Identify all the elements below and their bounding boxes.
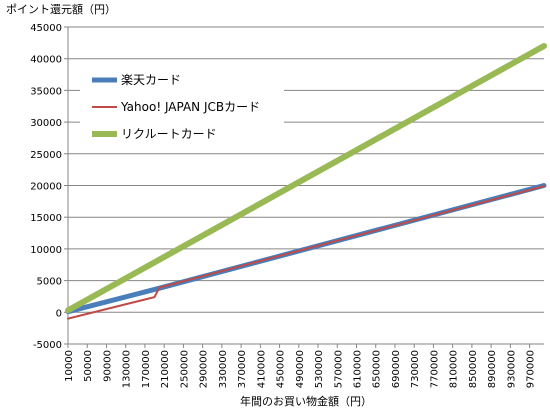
x-tick-label: 730000 — [410, 350, 421, 388]
y-tick-label: 45000 — [30, 23, 62, 34]
series-lines — [65, 43, 547, 320]
y-tick-label: 30000 — [30, 118, 62, 129]
y-tick-label: 40000 — [30, 55, 62, 66]
y-tick-label: 15000 — [30, 213, 62, 224]
x-tick-label: 250000 — [179, 350, 190, 388]
y-tick-label: 0 — [56, 308, 62, 319]
x-tick-label: 130000 — [122, 350, 133, 388]
x-tick-label: 90000 — [102, 350, 113, 382]
x-tick-label: 850000 — [468, 350, 479, 388]
y-tick-label: 25000 — [30, 150, 62, 161]
y-tick-label: 35000 — [30, 86, 62, 97]
y-tick-label: 5000 — [37, 277, 62, 288]
x-tick-label: 810000 — [449, 350, 460, 388]
y-tick-label: 20000 — [30, 182, 62, 193]
series-line-3 — [65, 43, 547, 314]
x-tick-label: 970000 — [526, 350, 537, 388]
x-tick-label: 610000 — [352, 350, 363, 388]
x-tick-label: 690000 — [391, 350, 402, 388]
x-tick-label: 930000 — [506, 350, 517, 388]
x-tick-label: 370000 — [237, 350, 248, 388]
x-axis-title: 年間のお買い物金額（円） — [240, 394, 372, 408]
legend-label-2: Yahoo! JAPAN JCBカード — [120, 100, 260, 114]
x-tick-label: 330000 — [218, 350, 229, 388]
y-tick-label: -5000 — [33, 340, 62, 351]
x-tick-label: 570000 — [333, 350, 344, 388]
y-tick-label: 10000 — [30, 245, 62, 256]
x-tick-label: 410000 — [256, 350, 267, 388]
x-tick-label: 450000 — [276, 350, 287, 388]
x-axis-ticks: 10000 50000 90000 130000 170000 210000 250000 2… — [64, 344, 537, 388]
x-tick-label: 490000 — [295, 350, 306, 388]
x-tick-label: 210000 — [160, 350, 171, 388]
x-tick-label: 770000 — [429, 350, 440, 388]
legend-label-3: リクルートカード — [121, 127, 217, 141]
x-tick-label: 290000 — [199, 350, 210, 388]
y-axis-title: ポイント還元額（円） — [6, 3, 116, 16]
x-tick-label: 650000 — [372, 350, 383, 388]
x-tick-label: 890000 — [487, 350, 498, 388]
x-tick-label: 530000 — [314, 350, 325, 388]
legend-label-1: 楽天カード — [121, 73, 181, 87]
x-tick-label: 50000 — [83, 350, 94, 382]
x-tick-label: 10000 — [64, 350, 75, 382]
y-axis-ticks: -5000 0 5000 10000 15000 20000 25000 30000 35000… — [30, 23, 68, 351]
x-tick-label: 170000 — [141, 350, 152, 388]
series-line-2 — [67, 185, 545, 320]
gridlines — [67, 26, 544, 345]
